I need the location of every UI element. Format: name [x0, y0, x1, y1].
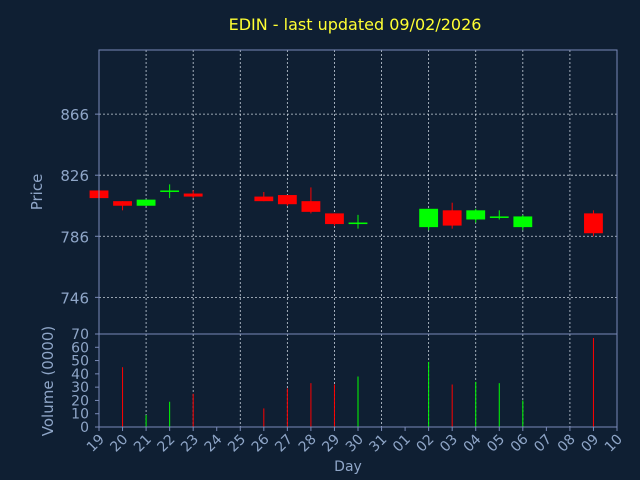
candle-body [160, 190, 180, 192]
price-tick-label: 746 [60, 289, 89, 307]
price-axis-ticks: 746 786 826 866 [60, 106, 99, 307]
candle-body [301, 201, 321, 212]
candle-body [348, 222, 368, 225]
volume-bars [122, 337, 594, 427]
volume-tick-label: 30 [71, 380, 89, 396]
x-axis-label: Day [334, 459, 362, 475]
volume-tick-label: 10 [71, 407, 89, 423]
candle-body [254, 196, 274, 202]
price-tick-label: 826 [60, 167, 89, 185]
price-grid [99, 50, 617, 334]
candle-body [419, 208, 439, 228]
candle-body [277, 195, 297, 205]
volume-tick-label: 70 [71, 327, 89, 343]
volume-tick-label: 20 [71, 393, 89, 409]
candle-body [584, 213, 603, 234]
volume-tick-label: 60 [71, 340, 89, 356]
candle-body [442, 210, 462, 226]
candle-body [113, 201, 132, 206]
volume-tick-label: 0 [80, 420, 89, 436]
candle-body [489, 216, 509, 218]
candle-body [513, 216, 533, 228]
volume-tick-label: 50 [71, 354, 89, 370]
price-tick-label: 786 [60, 228, 89, 246]
volume-axis-label: Volume (0000) [39, 326, 57, 436]
candle-body [136, 199, 156, 206]
chart-title: EDIN - last updated 09/02/2026 [229, 15, 482, 34]
candle-body [325, 213, 344, 225]
candle-body [466, 210, 486, 220]
candle-body [183, 193, 203, 197]
price-axis-label: Price [28, 174, 46, 211]
volume-tick-label: 40 [71, 367, 89, 383]
price-tick-label: 866 [60, 106, 89, 124]
